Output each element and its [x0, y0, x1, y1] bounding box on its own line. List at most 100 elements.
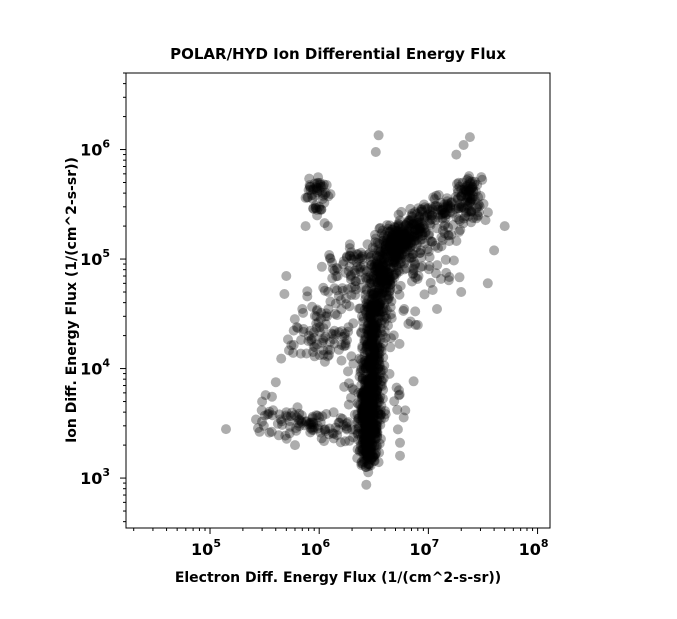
data-point: [374, 285, 385, 296]
data-point: [290, 440, 300, 451]
data-point: [365, 354, 376, 365]
data-point: [456, 191, 467, 202]
data-point: [390, 231, 401, 242]
data-point: [424, 252, 435, 263]
data-point: [462, 191, 473, 202]
y-tick-label: 103: [80, 466, 110, 488]
data-point: [348, 384, 359, 395]
data-point: [383, 294, 394, 304]
data-point: [394, 240, 405, 251]
data-point: [294, 414, 305, 425]
data-point: [374, 272, 385, 283]
data-point: [358, 260, 369, 271]
data-point: [369, 351, 379, 362]
data-point: [256, 405, 267, 416]
data-point: [433, 243, 443, 253]
data-point: [370, 306, 381, 317]
data-point: [370, 147, 381, 157]
data-point: [360, 397, 371, 408]
data-point: [377, 261, 388, 272]
data-point: [443, 222, 454, 233]
data-point: [382, 294, 393, 305]
data-point: [411, 239, 422, 249]
data-point: [365, 408, 376, 419]
data-point: [352, 453, 363, 464]
data-point: [399, 224, 410, 235]
data-point: [363, 326, 374, 336]
data-point: [366, 355, 377, 366]
data-point: [413, 232, 423, 243]
data-point: [313, 177, 323, 188]
data-point: [384, 290, 395, 301]
data-point: [314, 412, 325, 423]
data-point: [367, 299, 378, 310]
data-point: [367, 418, 378, 429]
data-point: [365, 337, 376, 348]
data-point: [414, 226, 425, 237]
data-point: [364, 424, 375, 435]
data-point: [312, 423, 323, 434]
data-point: [330, 422, 341, 433]
data-point: [382, 231, 393, 242]
data-point: [409, 231, 420, 242]
data-point: [312, 410, 323, 421]
data-point: [391, 253, 402, 264]
data-point: [360, 450, 371, 461]
data-point: [365, 454, 376, 465]
data-point: [367, 449, 377, 460]
data-point: [384, 227, 395, 237]
data-point: [375, 222, 386, 233]
data-point: [355, 388, 366, 399]
data-point: [438, 202, 449, 213]
data-point: [370, 433, 381, 444]
data-point: [437, 204, 448, 215]
data-point: [356, 379, 367, 390]
data-point: [386, 234, 397, 244]
data-point: [372, 300, 382, 311]
data-point: [385, 274, 396, 285]
data-point: [312, 304, 323, 315]
data-point: [355, 367, 366, 378]
data-point: [359, 448, 370, 459]
data-point: [366, 320, 377, 330]
data-point: [350, 276, 361, 287]
data-point: [381, 273, 392, 284]
data-point: [324, 423, 335, 434]
data-point: [377, 286, 388, 297]
data-point: [352, 429, 363, 440]
data-point: [364, 431, 374, 442]
data-point: [360, 410, 371, 421]
data-point: [367, 242, 378, 253]
data-point: [454, 181, 465, 192]
data-point: [375, 342, 385, 353]
data-point: [451, 212, 462, 223]
data-point: [369, 287, 380, 298]
data-point: [369, 409, 380, 420]
data-point: [372, 328, 383, 339]
data-point: [357, 410, 368, 421]
data-point: [388, 261, 399, 272]
data-point: [370, 264, 381, 275]
data-point: [344, 239, 355, 250]
data-point: [362, 338, 373, 349]
data-point: [405, 237, 416, 248]
data-point: [412, 274, 423, 284]
data-point: [357, 428, 368, 439]
data-point: [359, 265, 370, 275]
data-point: [369, 308, 380, 319]
data-point: [303, 419, 314, 430]
data-point: [318, 282, 329, 293]
y-tick-exp: 3: [102, 466, 110, 479]
data-point: [359, 394, 370, 405]
data-point: [343, 417, 354, 428]
data-point: [419, 238, 430, 249]
chart-title: POLAR/HYD Ion Differential Energy Flux: [170, 45, 506, 63]
data-point: [369, 440, 380, 451]
data-point: [361, 446, 372, 457]
data-point: [375, 265, 386, 276]
data-point: [489, 245, 500, 256]
data-point: [464, 206, 474, 217]
data-point: [392, 228, 402, 239]
data-point: [352, 398, 363, 409]
data-point: [270, 377, 281, 388]
